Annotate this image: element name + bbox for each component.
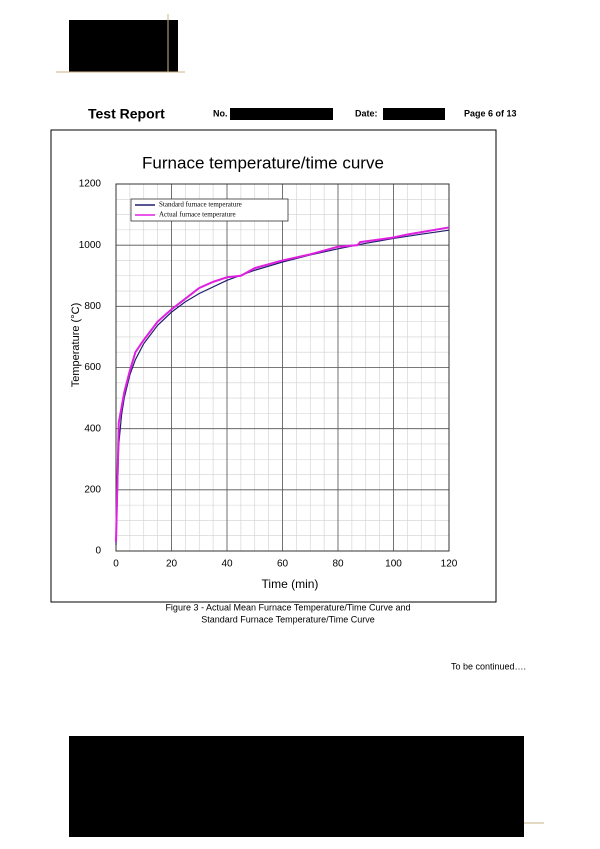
- redaction: [69, 20, 178, 72]
- redaction: [69, 736, 524, 837]
- page-number: Page 6 of 13: [464, 108, 517, 118]
- date-label: Date:: [355, 108, 378, 118]
- chart-title: Furnace temperature/time curve: [142, 153, 384, 172]
- no-label: No.: [213, 108, 228, 118]
- data-line: [115, 229, 450, 545]
- data-line: [115, 226, 450, 542]
- y-tick-label: 400: [84, 423, 101, 434]
- x-tick-label: 60: [277, 559, 289, 570]
- legend-label: Actual furnace temperature: [159, 211, 236, 219]
- caption: Standard Furnace Temperature/Time Curve: [201, 614, 375, 624]
- y-axis-label: Temperature (°C): [70, 303, 82, 387]
- redaction: [383, 108, 445, 120]
- x-axis-label: Time (min): [262, 577, 319, 591]
- legend-box: [130, 198, 289, 222]
- report-title: Test Report: [88, 106, 165, 122]
- y-tick-label: 600: [84, 362, 101, 373]
- x-tick-label: 20: [166, 559, 178, 570]
- caption: Figure 3 - Actual Mean Furnace Temperatu…: [165, 602, 410, 612]
- plot-border: [115, 183, 450, 552]
- redaction: [230, 108, 333, 120]
- y-tick-label: 200: [84, 484, 101, 495]
- y-tick-label: 1000: [79, 240, 102, 251]
- y-tick-label: 800: [84, 301, 101, 312]
- y-tick-label: 0: [95, 546, 101, 557]
- footer-note: To be continued….: [451, 661, 526, 671]
- legend-label: Standard furnace temperature: [159, 201, 242, 209]
- x-tick-label: 100: [385, 559, 402, 570]
- y-tick-label: 1200: [79, 179, 102, 190]
- x-tick-label: 0: [113, 559, 119, 570]
- x-tick-label: 120: [441, 559, 458, 570]
- x-tick-label: 80: [332, 559, 344, 570]
- x-tick-label: 40: [221, 559, 233, 570]
